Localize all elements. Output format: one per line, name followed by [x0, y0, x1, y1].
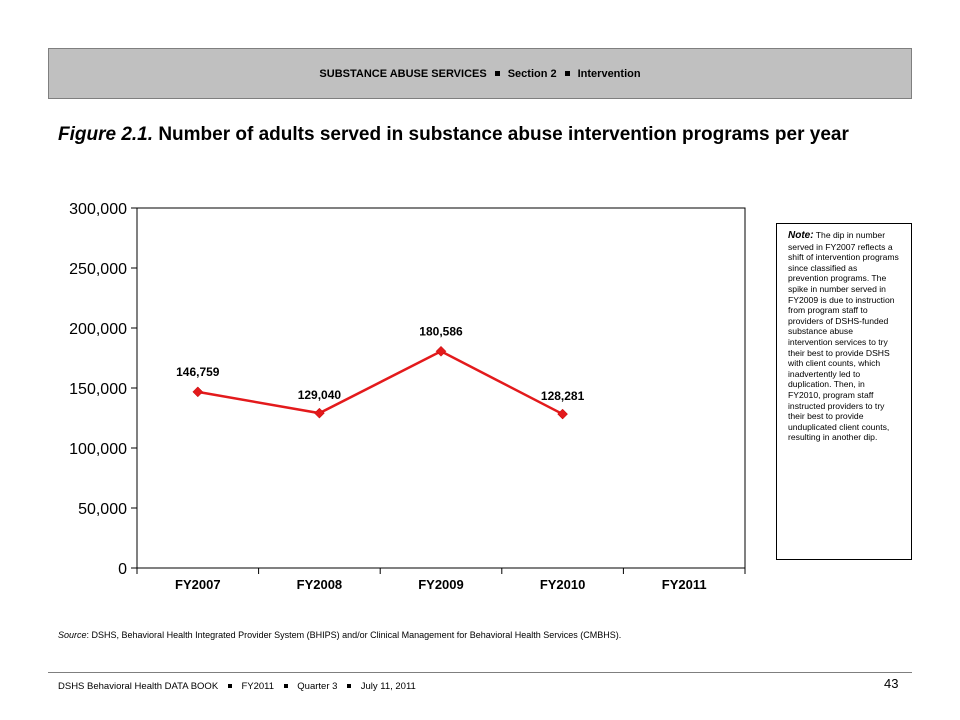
x-tick-label: FY2009 [418, 577, 464, 592]
source-text: : DSHS, Behavioral Health Integrated Pro… [86, 630, 622, 640]
footer-publication: DSHS Behavioral Health DATA BOOK [58, 681, 219, 692]
note-box: Note: The dip in number served in FY2007… [776, 223, 912, 560]
header-section-name: SUBSTANCE ABUSE SERVICES [319, 67, 487, 80]
section-header-bar: SUBSTANCE ABUSE SERVICES Section 2 Inter… [48, 48, 912, 99]
bullet-square-icon [494, 71, 500, 76]
header-section-number: Section 2 [507, 67, 557, 80]
series-line [197, 349, 564, 416]
bullet-square-icon [347, 684, 352, 689]
x-tick-label: FY2011 [662, 577, 707, 592]
data-point-marker [435, 345, 447, 357]
data-point-marker [557, 408, 568, 420]
note-text: The dip in number served in FY2007 refle… [788, 230, 899, 443]
data-label: 129,040 [298, 388, 342, 402]
footer-divider [48, 672, 912, 673]
y-tick-label: 0 [118, 561, 127, 578]
x-tick-label: FY2008 [297, 577, 343, 592]
y-tick-label: 50,000 [78, 501, 127, 518]
source-citation: Source: DSHS, Behavioral Health Integrat… [58, 630, 621, 640]
data-label: 128,281 [541, 389, 585, 403]
footer-quarter: Quarter 3 [297, 681, 338, 692]
bullet-square-icon [227, 684, 232, 689]
line-chart: 0 50,000 100,000 150,000 200,000 250,000 300,0… [69, 201, 746, 592]
y-tick-label: 100,000 [69, 441, 127, 458]
data-point-marker [192, 386, 204, 398]
y-tick-label: 300,000 [69, 201, 127, 218]
footer: DSHS Behavioral Health DATA BOOK FY2011 … [58, 681, 416, 692]
figure-label: Figure 2.1. [58, 124, 154, 145]
data-point-marker [314, 407, 325, 419]
chart-area: 0 50,000 100,000 150,000 200,000 250,000 300,0… [0, 190, 760, 610]
x-tick-label: FY2010 [540, 577, 586, 592]
bullet-square-icon [283, 684, 288, 689]
footer-fiscal-year: FY2011 [241, 681, 275, 692]
figure-title-text: Number of adults served in substance abu… [158, 124, 849, 145]
plot-frame [136, 207, 746, 569]
bullet-square-icon [564, 71, 570, 76]
y-tick-label: 250,000 [69, 261, 127, 278]
figure-title: Figure 2.1. Number of adults served in s… [58, 123, 898, 147]
data-label: 146,759 [176, 365, 220, 379]
y-tick-label: 150,000 [69, 381, 127, 398]
y-tick-label: 200,000 [69, 321, 127, 338]
footer-date: July 11, 2011 [360, 681, 416, 692]
note-label: Note: [788, 230, 814, 241]
page-number: 43 [884, 676, 899, 691]
data-label: 180,586 [419, 324, 463, 338]
header-topic: Intervention [577, 67, 641, 80]
source-label: Source [58, 630, 87, 640]
x-tick-label: FY2007 [175, 577, 221, 592]
